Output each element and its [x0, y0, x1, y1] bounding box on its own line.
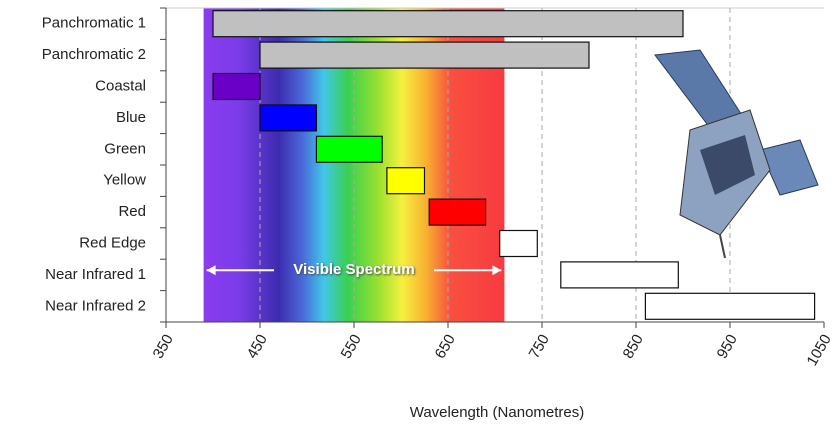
y-tick-label: Red	[118, 203, 146, 220]
bar	[212, 72, 261, 101]
y-tick-label: Near Infrared 1	[45, 266, 146, 283]
bar	[428, 198, 487, 226]
bar	[386, 167, 426, 195]
y-tick-label: Coastal	[95, 77, 146, 94]
bar	[560, 261, 679, 289]
arrow-head	[492, 265, 502, 276]
y-tick-label: Panchromatic 1	[42, 15, 146, 32]
bar	[212, 10, 684, 38]
satellite-illustration	[654, 49, 819, 259]
bar	[499, 229, 538, 258]
x-tick-label: 650	[432, 331, 459, 361]
y-tick-label: Red Edge	[79, 234, 146, 251]
x-tick-label: 850	[620, 331, 647, 361]
x-axis-label: Wavelength (Nanometres)	[410, 404, 585, 421]
bar	[259, 41, 590, 69]
bar	[644, 292, 816, 320]
arrow-head	[206, 265, 216, 276]
y-tick-label: Near Infrared 2	[45, 297, 146, 314]
x-tick-label: 1050	[803, 331, 834, 368]
y-tick-label: Green	[104, 140, 146, 157]
bar	[315, 135, 383, 163]
y-tick-label: Blue	[116, 109, 146, 126]
x-tick-label: 350	[150, 331, 177, 361]
bar	[259, 104, 318, 132]
x-tick-label: 550	[338, 331, 365, 361]
annotation: Visible Spectrum	[293, 261, 414, 278]
y-tick-label: Yellow	[103, 172, 146, 189]
x-tick-label: 950	[714, 331, 741, 361]
x-tick-label: 750	[526, 331, 553, 361]
x-tick-label: 450	[244, 331, 271, 361]
y-tick-label: Panchromatic 2	[42, 46, 146, 63]
